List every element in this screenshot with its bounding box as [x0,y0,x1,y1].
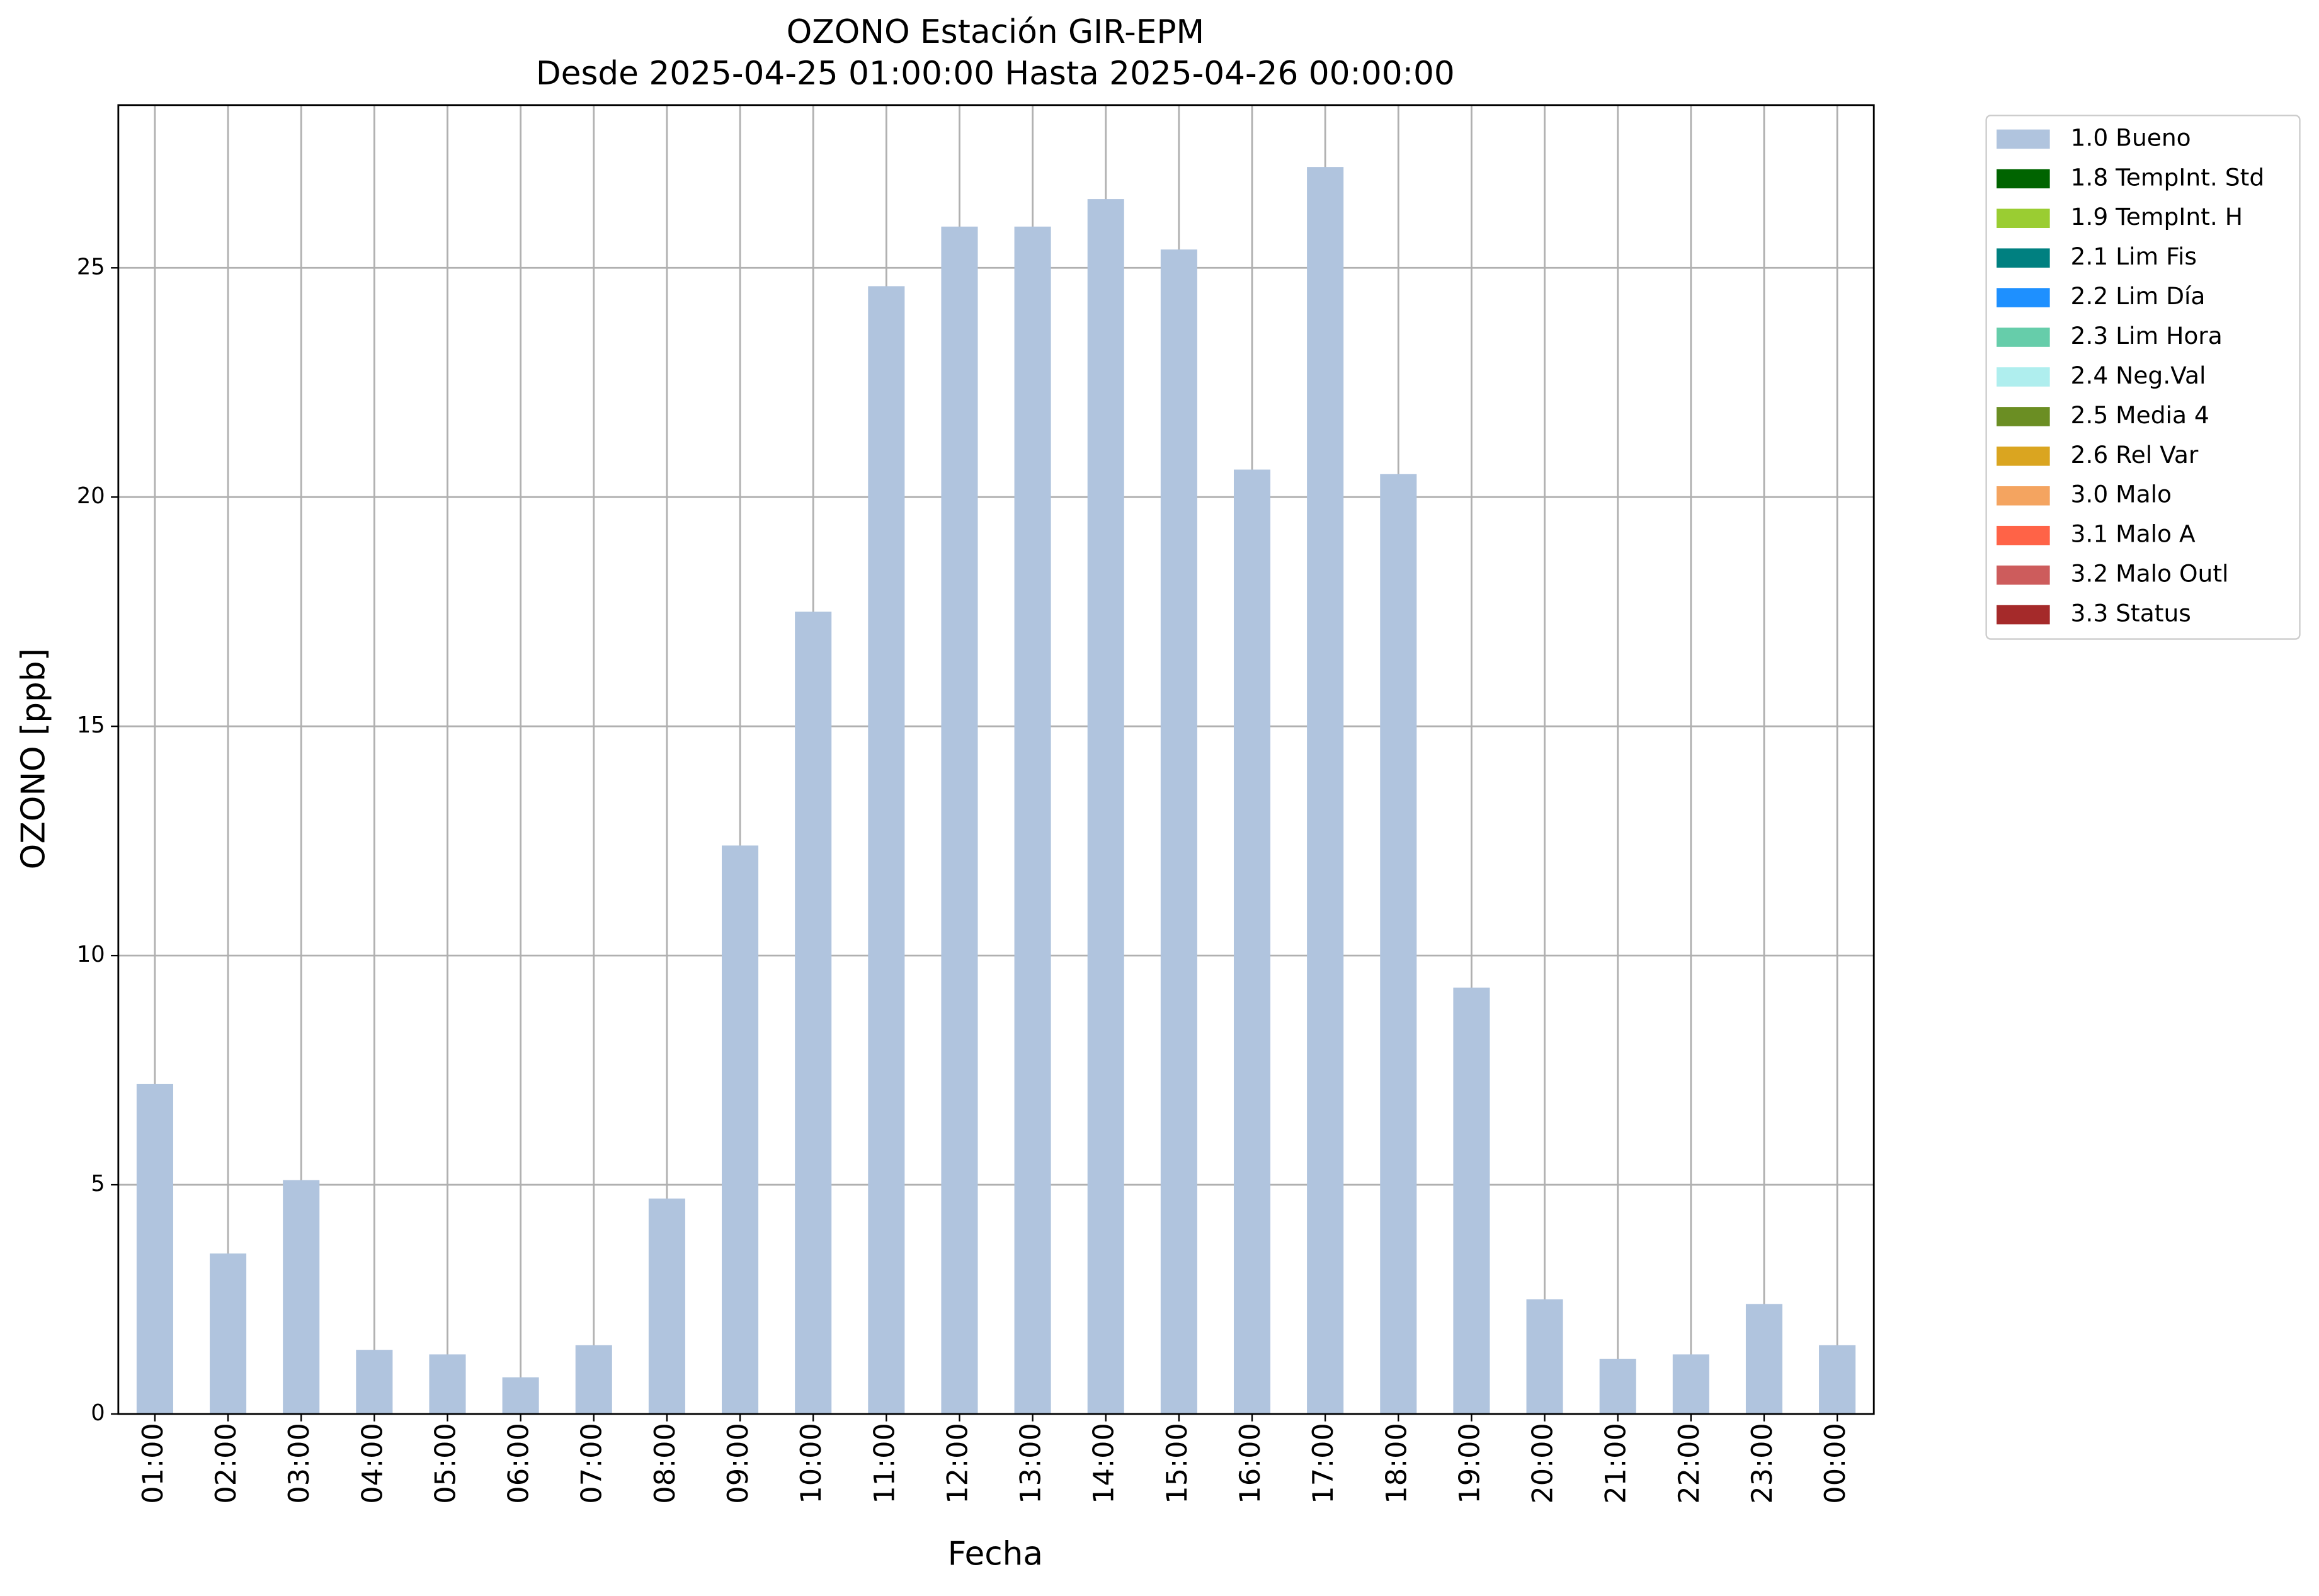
x-tick-label: 05:00 [429,1423,462,1504]
y-tick-label: 0 [91,1400,105,1426]
legend-label: 2.5 Media 4 [2071,401,2209,429]
y-tick-label: 20 [77,483,105,509]
bar [722,845,759,1415]
bar [210,1253,247,1415]
legend-label: 1.9 TempInt. H [2071,203,2243,231]
x-tick-label: 06:00 [503,1423,535,1504]
x-tick-label: 17:00 [1307,1423,1340,1504]
bar [1087,199,1124,1415]
y-tick-label: 15 [77,712,105,738]
x-tick-label: 15:00 [1161,1423,1194,1504]
legend-swatch [1997,288,2050,307]
bar [868,286,905,1415]
legend-swatch [1997,407,2050,426]
bar [1233,469,1271,1415]
legend-label: 3.2 Malo Outl [2071,560,2229,588]
y-tick-label: 25 [77,254,105,280]
legend-label: 2.4 Neg.Val [2071,362,2206,389]
legend-swatch [1997,208,2050,228]
bar [1599,1359,1636,1415]
y-tick-label: 5 [91,1171,105,1197]
bar [1380,474,1417,1415]
legend: 1.0 Bueno 1.8 TempInt. Std 1.9 TempInt. H 2… [1985,115,2301,640]
x-tick-label: 04:00 [356,1423,389,1504]
x-tick-label: 09:00 [722,1423,755,1504]
legend-swatch [1997,169,2050,189]
x-tick-label: 07:00 [576,1423,608,1504]
bar [1745,1304,1783,1415]
x-tick-label: 08:00 [649,1423,681,1504]
x-tick-label: 02:00 [210,1423,242,1504]
legend-swatch [1997,367,2050,387]
x-tick-label: 03:00 [283,1423,316,1504]
legend-swatch [1997,486,2050,506]
legend-swatch [1997,447,2050,466]
x-tick-label: 00:00 [1819,1423,1852,1504]
bar [648,1198,685,1415]
bar [575,1345,612,1415]
legend-swatch [1997,565,2050,585]
chart-title: OZONO Estación GIR-EPM [787,13,1204,51]
bar [429,1354,466,1415]
x-tick-label: 19:00 [1453,1423,1486,1504]
bar [136,1083,173,1415]
bar [1453,988,1490,1415]
legend-frame [1985,115,2301,640]
bar [795,612,832,1415]
legend-label: 3.3 Status [2071,600,2191,627]
bar [1307,167,1344,1415]
x-tick-label: 01:00 [137,1423,169,1504]
chart-subtitle: Desde 2025-04-25 01:00:00 Hasta 2025-04-… [536,55,1455,93]
bars [136,167,1856,1415]
legend-label: 2.6 Rel Var [2071,441,2199,469]
y-tick-label: 10 [77,942,105,967]
y-axis-label: OZONO [ppb] [14,648,52,869]
x-tick-label: 23:00 [1746,1423,1779,1504]
bar [1819,1345,1856,1415]
x-tick-label: 20:00 [1527,1423,1559,1504]
legend-swatch [1997,248,2050,268]
x-tick-label: 12:00 [941,1423,974,1504]
x-tick-label: 14:00 [1088,1423,1120,1504]
x-tick-label: 16:00 [1234,1423,1267,1504]
x-tick-label: 10:00 [795,1423,828,1504]
x-tick-label: 18:00 [1380,1423,1413,1504]
legend-swatch [1997,525,2050,545]
bar [1014,226,1051,1415]
bar [941,226,978,1415]
bar [1160,249,1197,1415]
legend-swatch [1997,129,2050,149]
bar [502,1377,539,1415]
axes: 0 5 10 15 20 25 01:00 02:00 03:00 04:00 05:00 06:00… [77,254,1852,1503]
legend-swatch [1997,328,2050,347]
x-tick-label: 11:00 [868,1423,901,1504]
x-tick-label: 22:00 [1673,1423,1706,1504]
legend-label: 3.1 Malo A [2071,520,2196,548]
legend-label: 1.8 TempInt. Std [2071,163,2265,191]
bar [356,1350,393,1415]
x-axis-label: Fecha [948,1535,1043,1573]
x-tick-label: 13:00 [1015,1423,1047,1504]
legend-label: 2.3 Lim Hora [2071,322,2223,350]
bar [1526,1299,1563,1415]
legend-label: 2.1 Lim Fis [2071,242,2197,270]
legend-label: 3.0 Malo [2071,481,2172,508]
x-tick-label: 21:00 [1600,1423,1632,1504]
legend-label: 2.2 Lim Día [2071,282,2206,310]
bar [283,1180,320,1415]
plot-frame [117,104,1875,1415]
bar [1672,1354,1709,1415]
legend-swatch [1997,605,2050,625]
legend-label: 1.0 Bueno [2071,123,2191,151]
